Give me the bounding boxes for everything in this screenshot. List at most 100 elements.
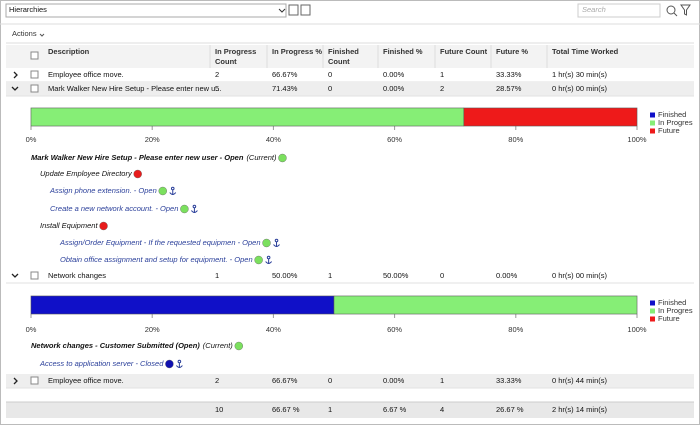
checkbox[interactable]: [30, 84, 39, 93]
total-cell: 1: [328, 405, 333, 414]
edit-icon[interactable]: [288, 4, 299, 16]
anchor-icon-body: [273, 242, 280, 247]
x-tick-label: 0%: [26, 135, 37, 144]
legend-label: Finished: [658, 298, 686, 307]
cell: 0: [328, 376, 333, 385]
view-icon[interactable]: [300, 4, 311, 16]
column-header: In Progress %: [272, 47, 323, 56]
search-placeholder: Search: [582, 5, 606, 14]
search-icon-handle: [673, 12, 678, 17]
cell: 2: [215, 376, 220, 385]
cell: 1 hr(s) 30 min(s): [552, 70, 608, 79]
legend-label: Future: [658, 126, 680, 135]
status-dot: [180, 204, 189, 214]
checkbox[interactable]: [30, 271, 39, 280]
legend-swatch: [650, 120, 655, 126]
column-header: Finished Count: [328, 47, 359, 66]
row-highlight: [6, 374, 694, 388]
x-tick-label: 100%: [627, 325, 647, 334]
status-dot: [133, 169, 142, 179]
cell: 0 hr(s) 44 min(s): [552, 376, 608, 385]
status-dot: [254, 255, 263, 265]
x-tick-label: 100%: [627, 135, 647, 144]
anchor-icon-body: [265, 259, 273, 264]
x-tick-label: 40%: [266, 135, 281, 144]
status-dot: [278, 153, 287, 163]
anchor-icon-body: [169, 190, 177, 195]
checkbox[interactable]: [30, 70, 39, 79]
expand-toggle[interactable]: [11, 86, 19, 91]
cell: 2: [440, 84, 445, 93]
legend-swatch: [650, 316, 655, 322]
totals-row: [6, 402, 694, 418]
checkbox[interactable]: [30, 376, 39, 385]
cell: 66.67%: [272, 70, 298, 79]
column-header: In Progress Count: [215, 47, 257, 66]
legend-swatch: [650, 308, 655, 314]
x-tick-label: 0%: [26, 325, 37, 334]
cell: 28.57%: [496, 84, 522, 93]
bar-segment: [30, 295, 335, 315]
task-status: (Current): [246, 153, 277, 162]
cell: 1: [215, 271, 220, 280]
checkbox[interactable]: [30, 51, 39, 60]
cell: 0: [440, 271, 445, 280]
column-header: Total Time Worked: [552, 47, 619, 56]
cell: 33.33%: [496, 70, 522, 79]
column-header: Future %: [496, 47, 529, 56]
cell: 50.00%: [272, 271, 298, 280]
status-dot: [99, 221, 108, 231]
x-tick-label: 20%: [145, 135, 160, 144]
anchor-icon-body: [175, 363, 183, 368]
total-cell: 2 hr(s) 14 min(s): [552, 405, 608, 414]
header-row: [6, 45, 694, 68]
legend-swatch: [650, 128, 655, 134]
search-icon[interactable]: [666, 5, 676, 15]
x-tick-label: 60%: [387, 135, 402, 144]
cell: 1: [328, 271, 333, 280]
legend-swatch: [650, 300, 655, 306]
anchor-icon[interactable]: [274, 238, 279, 243]
task-link: Mark Walker New Hire Setup - Please ente…: [31, 153, 244, 162]
total-cell: 4: [440, 405, 445, 414]
anchor-icon[interactable]: [266, 255, 271, 260]
cell: 2: [215, 70, 220, 79]
x-tick-label: 20%: [145, 325, 160, 334]
dropdown-arrow: [278, 8, 286, 13]
task-link: Install Equipment: [40, 221, 98, 230]
dropdown-value: Hierarchies: [9, 5, 47, 14]
x-tick-label: 80%: [508, 135, 523, 144]
anchor-icon[interactable]: [170, 186, 175, 191]
expand-toggle[interactable]: [11, 273, 19, 278]
anchor-icon[interactable]: [177, 359, 182, 364]
cell: 0 hr(s) 00 min(s): [552, 271, 608, 280]
actions-menu: Actions: [12, 29, 37, 38]
anchor-icon-body: [191, 208, 198, 213]
filter-icon[interactable]: [680, 4, 691, 16]
cell: 1: [440, 70, 445, 79]
task-link: Assign phone extension. - Open: [50, 186, 157, 195]
legend-label: Finished: [658, 110, 686, 119]
expand-toggle[interactable]: [13, 71, 18, 79]
row-highlight: [6, 82, 694, 96]
cell: 66.67%: [272, 376, 298, 385]
cell: 0.00%: [383, 70, 405, 79]
actions-arrow: [39, 33, 45, 37]
expand-toggle[interactable]: [13, 377, 18, 385]
cell: 71.43%: [272, 84, 298, 93]
bar-segment: [463, 107, 638, 127]
x-tick-label: 80%: [508, 325, 523, 334]
cell: 0.00%: [383, 376, 405, 385]
anchor-icon[interactable]: [192, 204, 197, 209]
dropdown[interactable]: [5, 3, 287, 18]
task-link: Update Employee Directory: [40, 169, 132, 178]
cell: 5: [215, 84, 220, 93]
search-box[interactable]: [577, 3, 661, 18]
legend-swatch: [650, 112, 655, 118]
legend-label: In Progres: [658, 306, 693, 315]
column-header: Future Count: [440, 47, 488, 56]
column-header: Description: [48, 47, 90, 56]
status-dot: [262, 238, 271, 248]
